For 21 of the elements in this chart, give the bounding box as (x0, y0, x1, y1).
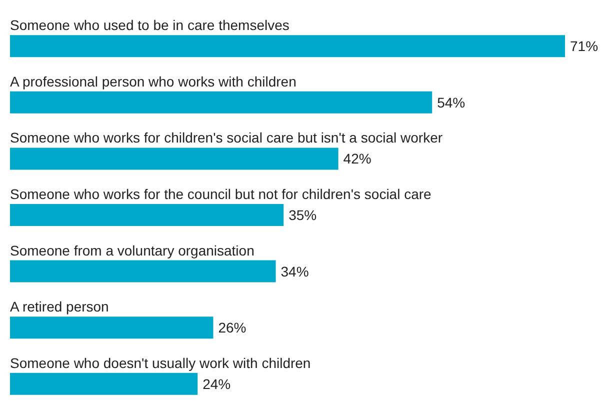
bar (10, 91, 432, 114)
bar (10, 148, 338, 170)
data-label: 54% (437, 94, 466, 110)
data-label: 26% (218, 320, 246, 336)
data-label: 34% (280, 263, 309, 280)
bar (10, 260, 276, 282)
bar (10, 372, 198, 395)
y-tick-label: Someone who works for children's social care but isn't a social worker (10, 130, 443, 146)
y-tick-label: Someone who doesn't usually work with children (10, 354, 311, 371)
data-label: 24% (202, 376, 231, 392)
data-label: 71% (570, 38, 598, 54)
data-label: 35% (288, 207, 317, 223)
data-label: 42% (343, 150, 372, 167)
y-tick-label: Someone from a voluntary organisation (10, 242, 254, 258)
y-tick-label: Someone who used to be in care themselves (10, 17, 290, 34)
y-tick-label: Someone who works for the council but not for children's social care (10, 186, 432, 202)
bar (10, 204, 284, 226)
bar (10, 316, 214, 339)
y-tick-label: A retired person (10, 298, 109, 315)
y-tick-label: A professional person who works with children (10, 73, 296, 90)
bar (10, 35, 565, 58)
